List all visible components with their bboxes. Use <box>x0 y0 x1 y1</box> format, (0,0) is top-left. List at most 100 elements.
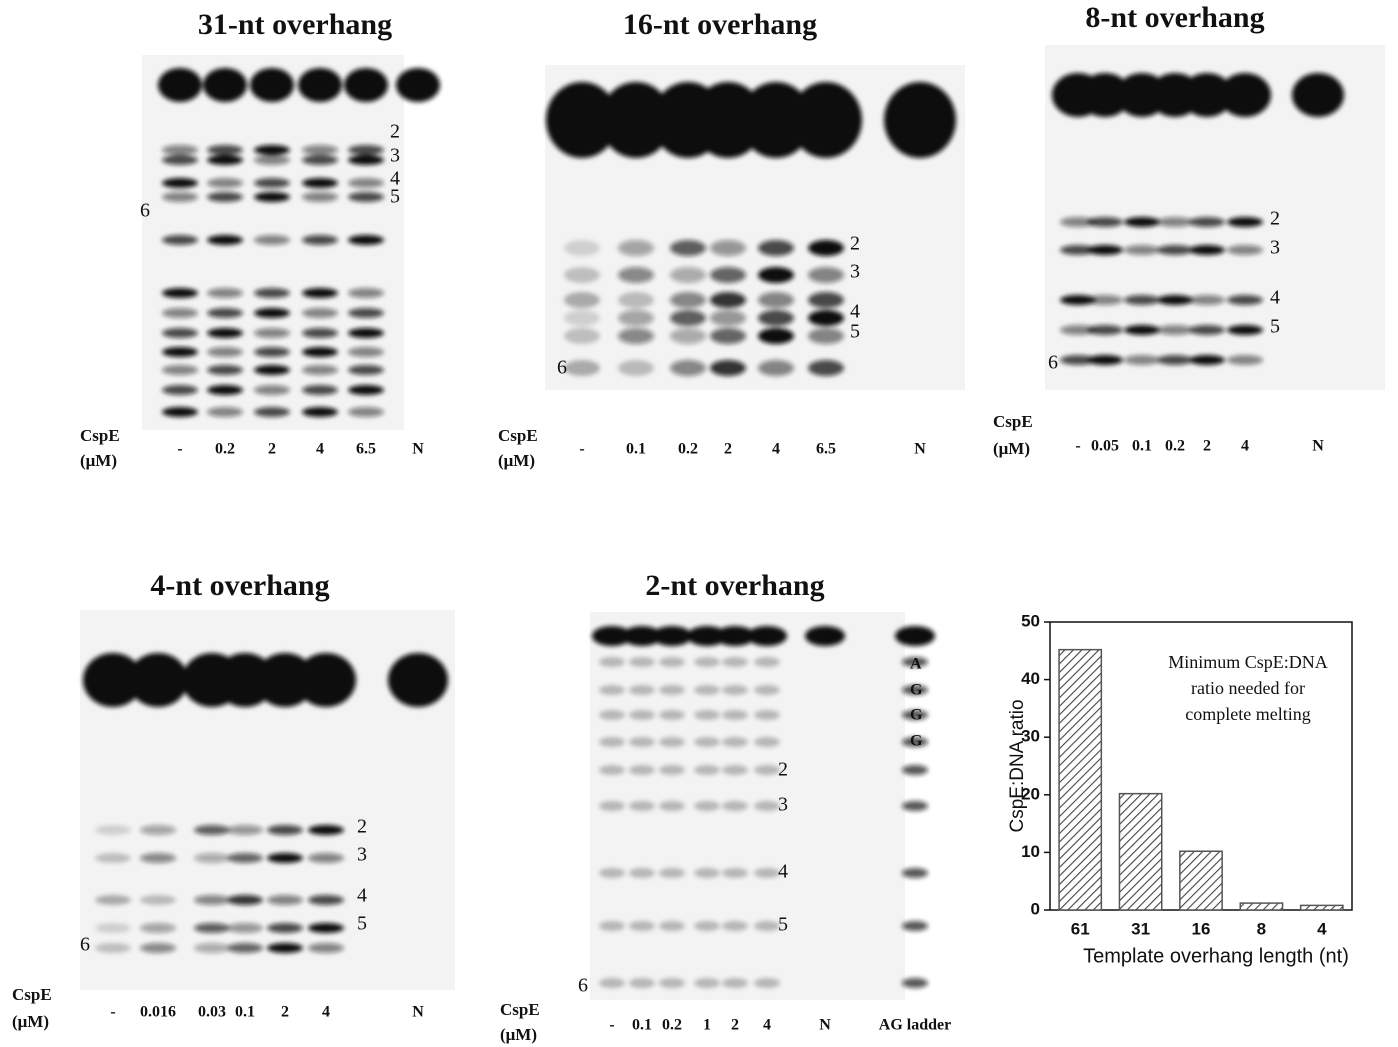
band <box>694 657 720 667</box>
top-band <box>884 82 956 158</box>
lane-label: 0.2 <box>662 1017 682 1034</box>
band <box>670 310 706 326</box>
band <box>754 765 780 775</box>
lane-label: 0.05 <box>1091 438 1119 455</box>
band <box>710 310 746 326</box>
band <box>629 685 655 695</box>
band <box>659 978 685 988</box>
lane-label: 0.03 <box>198 1004 226 1021</box>
y-tick-label: 40 <box>1021 669 1040 688</box>
band <box>564 292 600 308</box>
band <box>308 943 344 953</box>
band <box>207 155 243 165</box>
band <box>95 923 131 933</box>
band <box>302 288 338 298</box>
band <box>194 853 230 863</box>
band-label: 2 <box>850 233 860 255</box>
x-tick-label: 31 <box>1131 919 1150 938</box>
band <box>302 385 338 395</box>
band <box>227 943 263 953</box>
band <box>308 923 344 933</box>
band <box>162 365 198 375</box>
y-tick-label: 10 <box>1021 842 1040 861</box>
band <box>758 240 794 256</box>
band <box>758 360 794 376</box>
band <box>710 240 746 256</box>
band <box>1157 245 1193 255</box>
x-axis-title: Template overhang length (nt) <box>1083 945 1349 967</box>
gel-title: 8-nt overhang <box>1085 1 1264 34</box>
band <box>629 801 655 811</box>
band <box>659 765 685 775</box>
top-band <box>790 82 862 158</box>
band <box>1124 245 1160 255</box>
band-label: 6 <box>80 934 90 956</box>
band <box>254 288 290 298</box>
band <box>629 978 655 988</box>
band-label: 3 <box>1270 237 1280 259</box>
band <box>1087 217 1123 227</box>
band <box>162 155 198 165</box>
band <box>302 365 338 375</box>
band <box>722 978 748 988</box>
row-label: (μM) <box>80 451 117 470</box>
band <box>140 825 176 835</box>
band <box>267 923 303 933</box>
band <box>1157 355 1193 365</box>
band <box>722 657 748 667</box>
band <box>140 943 176 953</box>
lane-label: - <box>177 441 182 458</box>
top-band <box>396 68 440 102</box>
band <box>670 267 706 283</box>
x-tick-label: 8 <box>1257 919 1266 938</box>
band <box>599 737 625 747</box>
band <box>1087 295 1123 305</box>
band <box>1189 355 1225 365</box>
band-label: 2 <box>778 759 788 781</box>
lane-label: 2 <box>724 441 732 458</box>
band <box>207 308 243 318</box>
top-band <box>158 68 202 102</box>
gel-title: 4-nt overhang <box>150 569 329 602</box>
band <box>162 328 198 338</box>
band <box>194 895 230 905</box>
lane-label: 4 <box>316 441 324 458</box>
band <box>1087 325 1123 335</box>
band <box>694 685 720 695</box>
band <box>618 240 654 256</box>
band <box>754 710 780 720</box>
band <box>564 240 600 256</box>
lane-label: 0.2 <box>215 441 235 458</box>
band <box>599 868 625 878</box>
band <box>694 737 720 747</box>
band <box>754 868 780 878</box>
lane-label: N <box>914 441 926 458</box>
annotation: ratio needed for <box>1191 678 1305 698</box>
lane-label: - <box>110 1004 115 1021</box>
lane-label: 2 <box>281 1004 289 1021</box>
band <box>1157 325 1193 335</box>
top-band <box>652 626 692 646</box>
band <box>722 868 748 878</box>
band-label: 4 <box>850 301 860 323</box>
band <box>194 943 230 953</box>
band <box>227 895 263 905</box>
band <box>302 178 338 188</box>
lane-label: 4 <box>763 1017 771 1034</box>
band <box>267 853 303 863</box>
band <box>1227 245 1263 255</box>
band-label: 6 <box>140 200 150 222</box>
band <box>227 853 263 863</box>
band <box>162 192 198 202</box>
band <box>254 328 290 338</box>
band <box>1189 325 1225 335</box>
band <box>758 292 794 308</box>
band <box>754 921 780 931</box>
y-axis-title: CspE:DNA ratio <box>1007 699 1028 832</box>
band <box>227 923 263 933</box>
band <box>710 328 746 344</box>
row-label: CspE <box>993 412 1033 431</box>
band <box>629 868 655 878</box>
lane-label: - <box>609 1017 614 1034</box>
band <box>722 921 748 931</box>
